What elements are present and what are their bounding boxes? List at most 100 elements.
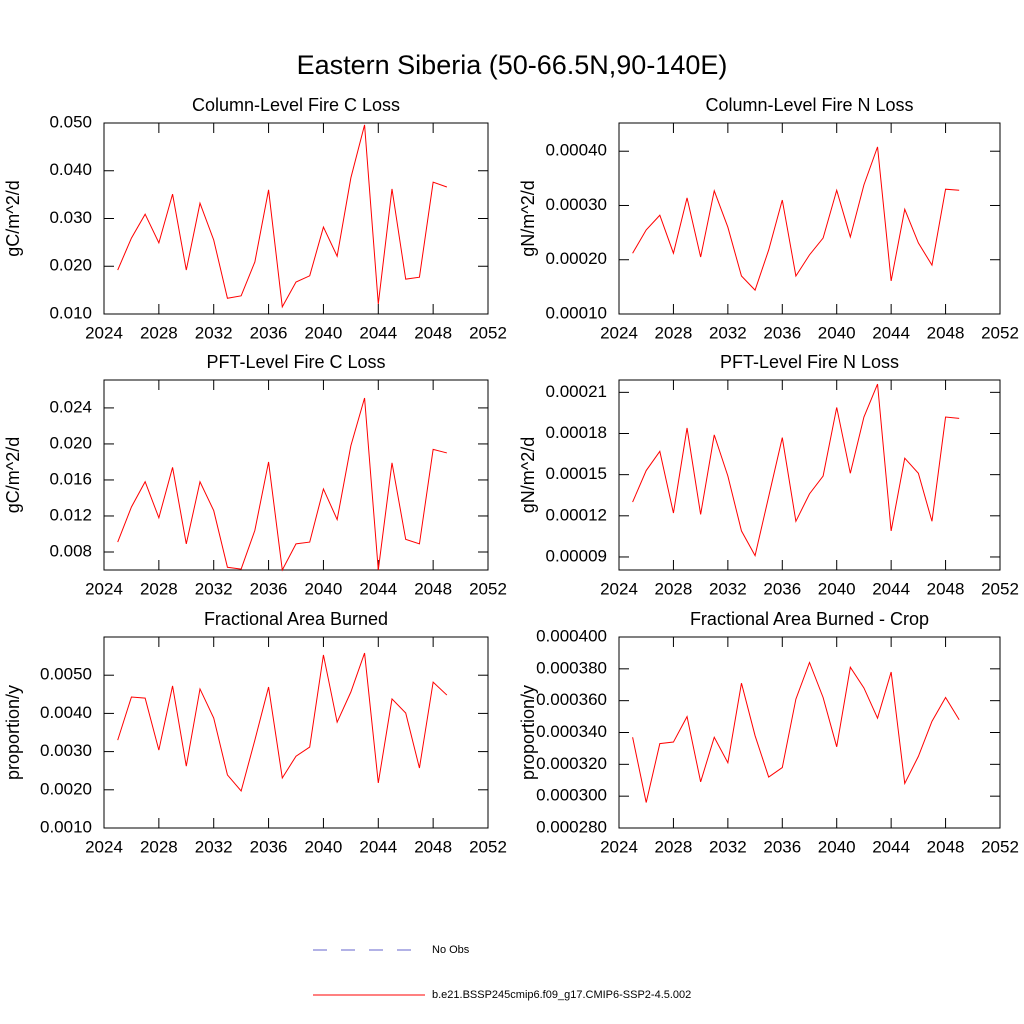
panel-title: PFT-Level Fire N Loss	[720, 352, 899, 372]
y-tick-label: 0.0050	[40, 665, 92, 684]
y-tick-label: 0.000280	[536, 817, 607, 836]
y-tick-label: 0.000360	[536, 690, 607, 709]
x-tick-label: 2024	[600, 579, 638, 598]
x-tick-label: 2052	[469, 837, 507, 856]
x-tick-label: 2040	[305, 837, 343, 856]
x-tick-label: 2044	[872, 323, 910, 342]
y-tick-label: 0.008	[49, 541, 92, 560]
x-tick-label: 2052	[981, 837, 1019, 856]
x-tick-label: 2052	[469, 323, 507, 342]
panel-title: Fractional Area Burned	[204, 609, 388, 629]
y-tick-label: 0.00021	[546, 382, 607, 401]
x-tick-label: 2028	[655, 837, 693, 856]
x-tick-label: 2024	[600, 837, 638, 856]
y-tick-label: 0.040	[49, 160, 92, 179]
y-tick-label: 0.000340	[536, 722, 607, 741]
x-tick-label: 2032	[709, 323, 747, 342]
x-tick-label: 2036	[763, 323, 801, 342]
x-tick-label: 2048	[927, 837, 965, 856]
legend-label: b.e21.BSSP245cmip6.f09_g17.CMIP6-SSP2-4.…	[432, 989, 691, 1001]
x-tick-label: 2032	[195, 837, 233, 856]
x-tick-label: 2024	[600, 323, 638, 342]
y-tick-label: 0.0040	[40, 703, 92, 722]
y-tick-label: 0.00018	[546, 423, 607, 442]
x-tick-label: 2032	[709, 579, 747, 598]
y-tick-label: 0.00012	[546, 505, 607, 524]
y-tick-label: 0.000320	[536, 754, 607, 773]
x-tick-label: 2036	[250, 323, 288, 342]
x-tick-label: 2028	[140, 323, 178, 342]
y-axis-label: gN/m^2/d	[518, 437, 538, 513]
data-line	[117, 652, 448, 792]
x-tick-label: 2032	[195, 579, 233, 598]
x-tick-label: 2040	[305, 323, 343, 342]
x-tick-label: 2032	[195, 323, 233, 342]
x-tick-label: 2032	[709, 837, 747, 856]
data-line	[632, 661, 960, 803]
x-tick-label: 2044	[359, 323, 397, 342]
x-tick-label: 2044	[872, 837, 910, 856]
legend-label: No Obs	[432, 944, 470, 956]
x-tick-label: 2036	[763, 837, 801, 856]
x-tick-label: 2048	[927, 579, 965, 598]
x-tick-label: 2036	[250, 579, 288, 598]
y-tick-label: 0.00040	[546, 141, 607, 160]
x-tick-label: 2024	[85, 579, 123, 598]
x-tick-label: 2048	[414, 837, 452, 856]
y-tick-label: 0.00020	[546, 249, 607, 268]
y-tick-label: 0.00009	[546, 546, 607, 565]
y-axis-label: gC/m^2/d	[3, 180, 23, 256]
x-tick-label: 2048	[927, 323, 965, 342]
y-tick-label: 0.016	[49, 469, 92, 488]
x-tick-label: 2028	[655, 323, 693, 342]
panel-title: PFT-Level Fire C Loss	[206, 352, 385, 372]
figure-title: Eastern Siberia (50-66.5N,90-140E)	[297, 50, 728, 80]
data-line	[117, 397, 447, 572]
y-tick-label: 0.0030	[40, 741, 92, 760]
plot-frame	[618, 122, 1001, 315]
y-tick-label: 0.000400	[536, 626, 607, 645]
y-tick-label: 0.020	[49, 433, 92, 452]
x-tick-label: 2048	[414, 323, 452, 342]
y-tick-label: 0.0020	[40, 779, 92, 798]
data-line	[632, 383, 960, 557]
y-axis-label: gC/m^2/d	[3, 437, 23, 513]
y-tick-label: 0.020	[49, 256, 92, 275]
y-tick-label: 0.012	[49, 505, 92, 524]
data-line	[632, 146, 960, 292]
x-tick-label: 2052	[981, 323, 1019, 342]
y-tick-label: 0.030	[49, 208, 92, 227]
y-axis-label: gN/m^2/d	[518, 180, 538, 256]
y-axis-label: proportion/y	[3, 685, 23, 780]
x-tick-label: 2040	[818, 837, 856, 856]
x-tick-label: 2036	[250, 837, 288, 856]
y-tick-label: 0.000380	[536, 658, 607, 677]
x-tick-label: 2052	[981, 579, 1019, 598]
x-tick-label: 2024	[85, 323, 123, 342]
data-line	[117, 124, 448, 309]
x-tick-label: 2040	[305, 579, 343, 598]
y-tick-label: 0.010	[49, 303, 92, 322]
y-tick-label: 0.0010	[40, 817, 92, 836]
x-tick-label: 2048	[414, 579, 452, 598]
x-tick-label: 2028	[140, 579, 178, 598]
x-tick-label: 2044	[359, 837, 397, 856]
x-tick-label: 2040	[818, 579, 856, 598]
panel-title: Column-Level Fire N Loss	[705, 95, 913, 115]
plot-frame	[103, 379, 489, 571]
x-tick-label: 2052	[469, 579, 507, 598]
x-tick-label: 2024	[85, 837, 123, 856]
panel-title: Column-Level Fire C Loss	[192, 95, 400, 115]
panel-title: Fractional Area Burned - Crop	[690, 609, 929, 629]
y-tick-label: 0.00010	[546, 303, 607, 322]
y-tick-label: 0.000300	[536, 786, 607, 805]
x-tick-label: 2044	[359, 579, 397, 598]
y-tick-label: 0.00015	[546, 464, 607, 483]
y-tick-label: 0.024	[49, 397, 92, 416]
x-tick-label: 2036	[763, 579, 801, 598]
y-tick-label: 0.00030	[546, 195, 607, 214]
x-tick-label: 2044	[872, 579, 910, 598]
y-tick-label: 0.050	[49, 112, 92, 131]
